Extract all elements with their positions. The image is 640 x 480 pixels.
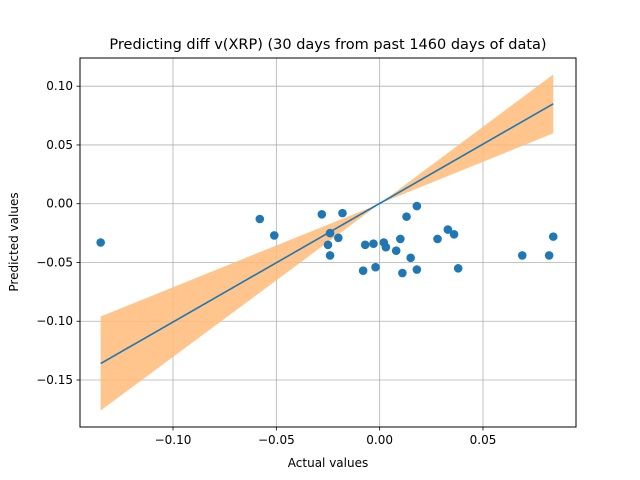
scatter-point bbox=[544, 251, 554, 260]
scatter-point bbox=[255, 214, 265, 224]
y-tick-label: −0.15 bbox=[36, 373, 73, 387]
scatter-point bbox=[369, 239, 378, 248]
scatter-point bbox=[323, 240, 333, 250]
y-tick-label: 0.10 bbox=[46, 79, 73, 93]
y-tick-label: −0.05 bbox=[36, 255, 73, 269]
x-ticks: −0.10 −0.05 0.00 0.05 bbox=[155, 427, 497, 447]
x-tick-label: 0.05 bbox=[470, 433, 497, 447]
y-ticks: −0.15 −0.10 −0.05 0.00 0.05 0.10 bbox=[36, 79, 80, 387]
x-tick-label: −0.10 bbox=[155, 433, 192, 447]
scatter-point bbox=[358, 266, 368, 276]
scatter-point bbox=[325, 228, 335, 238]
scatter-point bbox=[360, 240, 370, 250]
scatter-point bbox=[391, 246, 401, 256]
scatter-point bbox=[433, 234, 442, 244]
scatter-point bbox=[412, 201, 422, 211]
scatter-point bbox=[317, 209, 327, 219]
scatter-point bbox=[406, 253, 415, 263]
scatter-point bbox=[338, 208, 347, 218]
x-axis-label: Actual values bbox=[288, 456, 368, 470]
scatter-point bbox=[402, 212, 411, 221]
scatter-point bbox=[449, 229, 459, 239]
y-tick-label: −0.10 bbox=[36, 314, 73, 328]
scatter-point bbox=[398, 268, 407, 278]
chart-title: Predicting diff v(XRP) (30 days from pas… bbox=[109, 37, 546, 53]
plot-area bbox=[79, 57, 577, 428]
scatter-point bbox=[269, 231, 279, 240]
scatter-point bbox=[517, 251, 527, 260]
scatter-point bbox=[396, 234, 405, 244]
y-tick-label: 0.00 bbox=[46, 197, 73, 211]
scatter-point bbox=[371, 262, 380, 272]
scatter-point bbox=[381, 242, 391, 252]
scatter-point bbox=[443, 225, 453, 234]
x-tick-label: −0.05 bbox=[258, 433, 295, 447]
scatter-point bbox=[334, 233, 343, 243]
scatter-point bbox=[453, 264, 463, 273]
scatter-point bbox=[96, 238, 105, 247]
y-tick-label: 0.05 bbox=[46, 138, 73, 152]
x-tick-label: 0.00 bbox=[366, 433, 393, 447]
scatter-points bbox=[96, 201, 558, 278]
scatter-point bbox=[548, 232, 558, 241]
scatter-point bbox=[412, 265, 422, 274]
scatter-point bbox=[325, 251, 335, 260]
y-axis-label: Predicted values bbox=[7, 192, 21, 291]
plot-frame bbox=[79, 57, 577, 428]
